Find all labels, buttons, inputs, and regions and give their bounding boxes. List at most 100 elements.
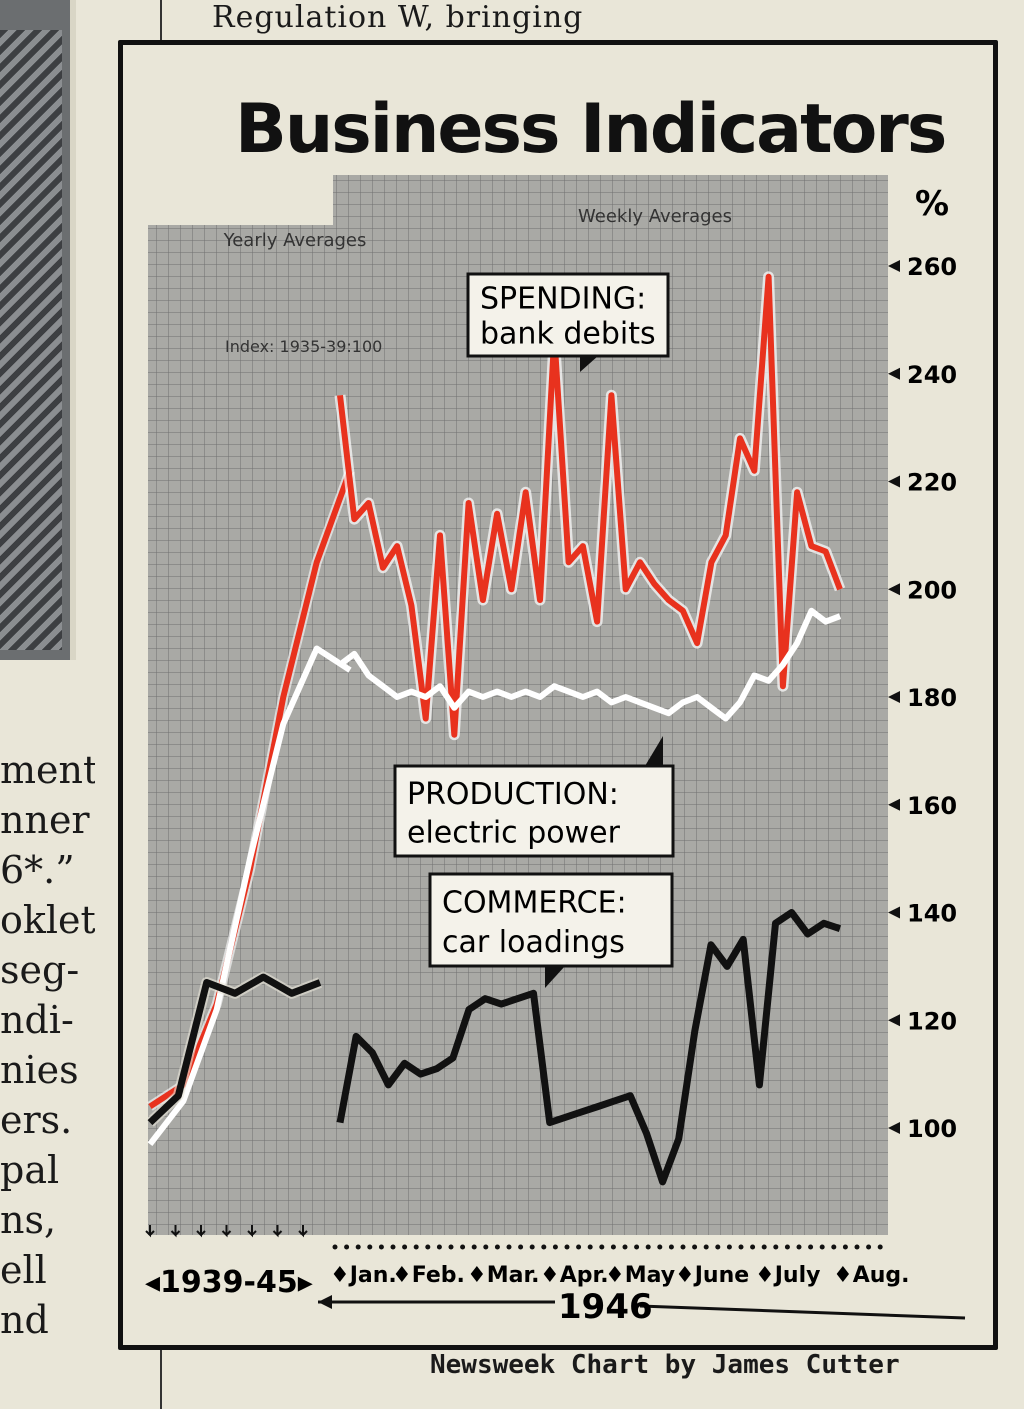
year-tick: [196, 1225, 206, 1238]
week-dot: [715, 1244, 721, 1250]
index-note: Index: 1935-39:100: [225, 337, 382, 356]
year-label: 1946: [558, 1287, 653, 1327]
week-dot: [483, 1244, 489, 1250]
production-label-box-title: PRODUCTION:: [407, 777, 619, 812]
chart-title: Business Indicators: [235, 90, 947, 169]
y-tick-label: 160: [907, 792, 957, 820]
week-dot: [796, 1244, 802, 1250]
week-dot: [367, 1244, 373, 1250]
spending-label-box: SPENDING:bank debits: [466, 272, 670, 358]
y-tick-label: 140: [907, 900, 957, 928]
week-dot: [692, 1244, 698, 1250]
y-tick-label: 260: [907, 253, 957, 281]
article-line: oklet: [0, 898, 95, 942]
week-dot: [541, 1244, 547, 1250]
week-dot: [425, 1244, 431, 1250]
y-tick-marker: [888, 1122, 900, 1134]
production-yearly-line: [147, 645, 352, 1147]
week-dot: [576, 1244, 582, 1250]
week-dot: [518, 1244, 524, 1250]
week-dot: [610, 1244, 616, 1250]
year-tick: [170, 1225, 181, 1238]
month-label: ♦Jan.: [330, 1263, 397, 1288]
y-tick-label: 180: [907, 684, 957, 712]
week-dot: [784, 1244, 790, 1250]
yearly-x-label: ◂1939-45▸: [145, 1265, 313, 1300]
week-dot: [599, 1244, 605, 1250]
y-tick-marker: [888, 906, 900, 919]
week-dot: [506, 1244, 512, 1250]
article-line: nner: [0, 798, 90, 842]
week-dot: [402, 1244, 408, 1250]
week-dot: [634, 1244, 640, 1250]
week-dot: [378, 1244, 384, 1250]
article-line: 6*.”: [0, 848, 75, 892]
spending-pointer: [580, 356, 598, 372]
y-tick-marker: [888, 260, 900, 272]
article-text-top: Regulation W, bringing: [212, 0, 584, 35]
article-line: ns,: [0, 1198, 57, 1242]
week-dot: [332, 1244, 338, 1250]
commerce-label-box-subtitle: car loadings: [442, 925, 625, 960]
week-dot: [854, 1244, 860, 1250]
year-tick: [247, 1225, 257, 1238]
y-tick-marker: [888, 691, 900, 703]
y-tick-label: 220: [907, 469, 957, 497]
week-dot: [355, 1244, 361, 1250]
week-dot: [680, 1244, 686, 1250]
adjacent-photo: [0, 0, 76, 660]
spending-label-box-subtitle: bank debits: [480, 317, 656, 352]
y-tick-marker: [888, 475, 900, 488]
article-line: ndi-: [0, 998, 74, 1042]
week-dot: [460, 1244, 466, 1250]
week-dot: [866, 1244, 872, 1250]
month-label: ♦Aug.: [833, 1263, 910, 1288]
weekly-label: Weekly Averages: [578, 206, 732, 227]
article-line: nies: [0, 1048, 79, 1092]
month-label: ♦Feb.: [392, 1263, 465, 1288]
week-dot: [471, 1244, 477, 1250]
year-arrowhead: [318, 1295, 332, 1309]
week-dot: [622, 1244, 628, 1250]
week-dot: [529, 1244, 535, 1250]
week-dot: [494, 1244, 500, 1250]
week-dot: [645, 1244, 651, 1250]
week-dot: [448, 1244, 454, 1250]
year-arrow-right: [639, 1304, 966, 1320]
week-dot: [413, 1244, 419, 1250]
year-tick: [145, 1225, 155, 1238]
commerce-label-box: COMMERCE: car loadings: [428, 872, 674, 968]
article-text-left: ment nner 6*.” oklet seg-ndi-nies ers. pal ns, e…: [0, 745, 95, 1345]
week-dot: [877, 1244, 883, 1250]
y-tick-marker: [888, 367, 900, 380]
chart-credit: Newsweek Chart by James Cutter: [430, 1350, 900, 1380]
article-line: ers.: [0, 1098, 73, 1142]
year-tick: [221, 1225, 232, 1238]
y-tick-label: 120: [907, 1007, 957, 1035]
week-dot: [552, 1244, 558, 1250]
week-dot: [390, 1244, 396, 1250]
week-dot: [726, 1244, 732, 1250]
week-dot: [773, 1244, 779, 1250]
production-label-box-subtitle: electric power: [407, 816, 621, 851]
production-weekly-line: [338, 607, 842, 722]
yearly-label: Yearly Averages: [223, 230, 367, 251]
y-tick-label: 240: [907, 361, 957, 389]
production-label-box: PRODUCTION: electric power: [393, 764, 675, 858]
week-dot: [436, 1244, 442, 1250]
month-label: ♦May: [605, 1263, 675, 1288]
week-dot: [808, 1244, 814, 1250]
month-label: ♦July: [755, 1263, 820, 1288]
week-dot: [761, 1244, 767, 1250]
commerce-pointer: [545, 966, 565, 988]
week-dot: [750, 1244, 756, 1250]
article-line: seg-: [0, 948, 80, 992]
y-tick-marker: [888, 798, 900, 811]
week-dot: [344, 1244, 350, 1250]
week-dot: [668, 1244, 674, 1250]
month-label: ♦Apr.: [540, 1263, 609, 1288]
week-dot: [842, 1244, 848, 1250]
year-tick: [272, 1225, 283, 1238]
article-line: ell: [0, 1248, 47, 1292]
